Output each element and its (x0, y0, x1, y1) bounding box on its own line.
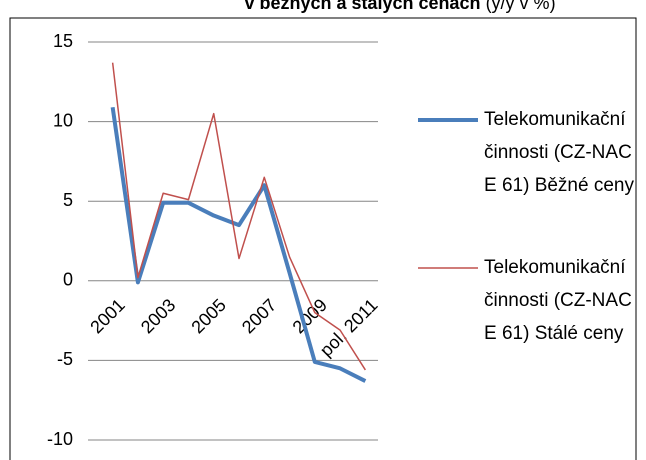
subtitle: (y/y v %) (486, 0, 556, 13)
series-line (110, 106, 367, 383)
y-tick-label: 10 (53, 110, 73, 130)
y-tick-label: -10 (47, 429, 73, 449)
x-tick-label: 2003 (137, 295, 179, 337)
y-tick-label: -5 (57, 349, 73, 369)
x-tick-label: 2005 (187, 295, 229, 337)
chart-title: v běžných a stálých cenách (y/y v %) (244, 0, 555, 13)
title: v běžných a stálých cenách (244, 0, 480, 13)
legend-label: Telekomunikační činnosti (CZ-NACE 61) St… (484, 257, 632, 344)
y-tick-label: 0 (63, 270, 73, 290)
y-tick-label: 5 (63, 190, 73, 210)
series-line (111, 62, 366, 371)
x-tick-label: 2007 (238, 295, 280, 337)
x-tick-label: 2001 (86, 295, 128, 337)
y-tick-label: 15 (53, 31, 73, 51)
chart-frame (9, 17, 637, 460)
legend-label: Telekomunikační činnosti (CZ-NACE 61) Bě… (484, 109, 634, 196)
